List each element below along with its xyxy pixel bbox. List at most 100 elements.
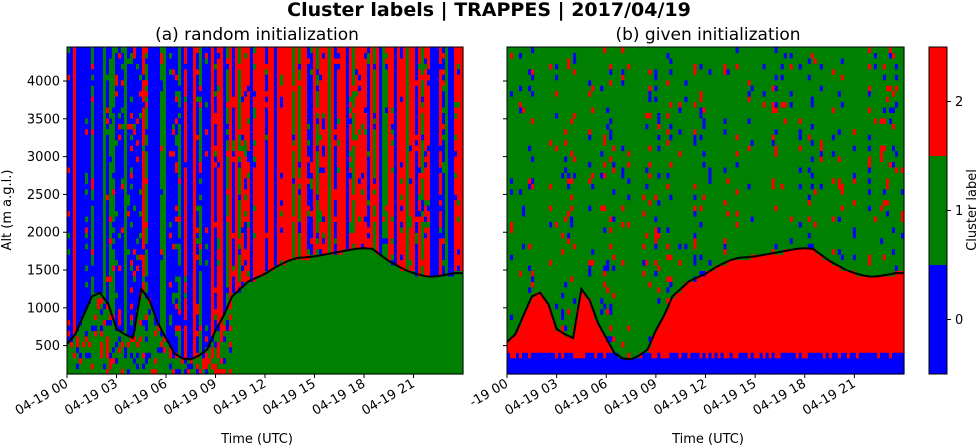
heatmap-cell: [241, 47, 245, 97]
heatmap-cell: [91, 101, 95, 130]
heatmap-cell: [454, 47, 458, 103]
heatmap-cell: [660, 47, 664, 321]
heatmap-cell: [115, 139, 119, 146]
heatmap-cell: [561, 357, 565, 375]
heatmap-cell: [367, 47, 371, 54]
heatmap-cell: [894, 63, 899, 70]
heatmap-cell: [840, 79, 845, 103]
heatmap-cell: [454, 172, 458, 179]
heatmap-cell: [600, 47, 604, 86]
heatmap-cell: [726, 259, 731, 359]
heatmap-cell: [136, 270, 140, 310]
heatmap-cell: [606, 341, 610, 353]
heatmap-cell: [142, 47, 146, 75]
heatmap-cell: [73, 357, 77, 375]
heatmap-cell: [442, 47, 446, 54]
heatmap-cell: [418, 215, 422, 277]
heatmap-cell: [457, 106, 461, 201]
heatmap-cell: [831, 139, 836, 152]
heatmap-cell: [858, 47, 863, 277]
heatmap-cell: [196, 243, 200, 255]
heatmap-cell: [666, 112, 671, 119]
heatmap-cell: [684, 101, 689, 244]
heatmap-cell: [567, 335, 571, 353]
heatmap-cell: [133, 210, 137, 250]
heatmap-cell: [334, 128, 338, 135]
heatmap-cell: [588, 134, 592, 141]
heatmap-cell: [118, 352, 122, 375]
heatmap-cell: [454, 101, 458, 108]
heatmap-cell: [666, 139, 671, 146]
heatmap-cell: [603, 161, 607, 168]
heatmap-cell: [85, 243, 89, 250]
heatmap-cell: [762, 63, 767, 70]
y-tick-label: 2000: [27, 226, 60, 241]
heatmap-cell: [762, 96, 767, 103]
heatmap-cell: [196, 74, 200, 97]
heatmap-cell: [109, 237, 113, 244]
heatmap-cell: [286, 47, 290, 261]
heatmap-cell: [454, 112, 458, 119]
heatmap-cell: [723, 47, 728, 64]
heatmap-cell: [85, 226, 89, 233]
heatmap-cell: [708, 47, 713, 70]
heatmap-cell: [567, 177, 571, 184]
heatmap-cell: [576, 357, 580, 375]
heatmap-cell: [873, 68, 878, 119]
heatmap-cell: [528, 357, 532, 375]
heatmap-cell: [109, 352, 113, 359]
heatmap-cell: [442, 172, 446, 239]
heatmap-cell: [226, 150, 230, 157]
heatmap-cell: [361, 123, 365, 130]
heatmap-cell: [211, 341, 215, 348]
heatmap-cell: [190, 363, 194, 370]
heatmap-cell: [723, 134, 728, 168]
heatmap-cell: [771, 145, 776, 179]
heatmap-cell: [244, 215, 248, 222]
heatmap-cell: [564, 172, 568, 217]
heatmap-cell: [307, 205, 311, 212]
heatmap-cell: [178, 47, 182, 86]
heatmap-cell: [573, 297, 577, 304]
heatmap-cell: [121, 68, 125, 81]
heatmap-cell: [448, 275, 452, 375]
heatmap-cell: [567, 314, 571, 337]
heatmap-cell: [723, 117, 728, 124]
heatmap-cell: [349, 232, 353, 250]
heatmap-cell: [546, 352, 550, 375]
heatmap-cell: [648, 161, 652, 168]
x-tick-label: 04-19 03: [62, 376, 120, 418]
heatmap-cell: [669, 123, 674, 130]
heatmap-cell: [115, 74, 119, 86]
heatmap-cell: [364, 215, 368, 222]
heatmap-cell: [573, 47, 577, 54]
heatmap-cell: [888, 90, 893, 108]
heatmap-cell: [115, 346, 119, 359]
heatmap-cell: [705, 47, 710, 272]
heatmap-cell: [771, 90, 776, 103]
heatmap-cell: [813, 221, 818, 228]
heatmap-cell: [768, 254, 773, 359]
heatmap-cell: [106, 275, 110, 282]
heatmap-cell: [244, 96, 248, 141]
heatmap-cell: [669, 254, 674, 261]
panel-b-boundary-line: [506, 247, 904, 361]
heatmap-cell: [591, 259, 595, 266]
heatmap-cell: [226, 68, 230, 103]
heatmap-cell: [421, 172, 425, 179]
heatmap-cell: [244, 199, 248, 212]
heatmap-cell: [319, 254, 323, 375]
heatmap-cell: [307, 47, 311, 59]
heatmap-cell: [771, 188, 776, 250]
heatmap-cell: [702, 194, 707, 201]
heatmap-cell: [840, 352, 845, 375]
heatmap-cell: [337, 123, 341, 141]
heatmap-cell: [627, 352, 631, 359]
heatmap-cell: [133, 47, 137, 59]
heatmap-cell: [603, 226, 607, 233]
heatmap-cell: [603, 232, 607, 266]
heatmap-cell: [91, 248, 95, 255]
heatmap-cell: [525, 47, 529, 310]
heatmap-cell: [67, 341, 71, 375]
heatmap-cell: [591, 172, 595, 179]
